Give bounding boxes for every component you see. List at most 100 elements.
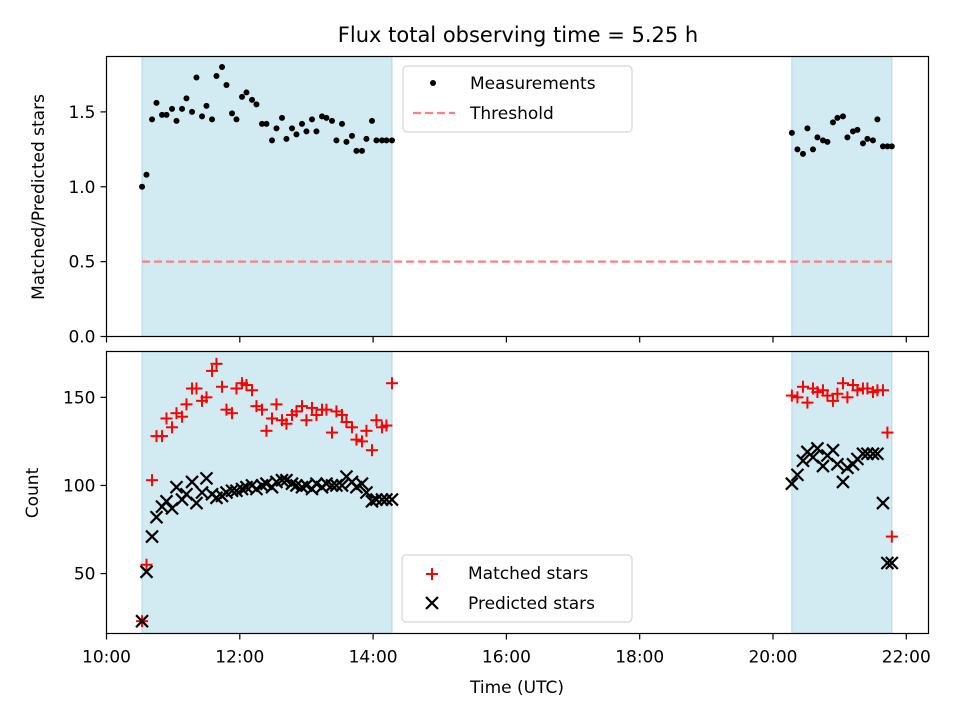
legend-measurements-label: Measurements — [470, 74, 596, 94]
matched-star-point — [290, 405, 303, 418]
measurement-point — [884, 143, 891, 150]
top-y-tick-label: 0.0 — [68, 328, 95, 348]
measurement-point — [839, 113, 846, 120]
matched-star-point — [881, 426, 894, 439]
bottom-legend-box — [401, 554, 633, 623]
matched-star-point — [216, 380, 229, 393]
bottom-panel: 50 100 150 10:00 12:00 14:00 16:00 18:00 20:00 2… — [23, 350, 931, 698]
measurement-point — [358, 147, 365, 154]
matched-star-point — [350, 433, 363, 446]
measurement-point — [809, 146, 816, 153]
predicted-star-point — [235, 482, 249, 496]
measurement-point — [183, 95, 190, 102]
bottom-x-tick-label: 22:00 — [882, 648, 931, 668]
bottom-x-tick-label: 10:00 — [82, 648, 131, 668]
measurement-point — [309, 116, 315, 123]
matched-star-point — [876, 384, 889, 397]
measurement-point — [229, 110, 236, 117]
top-y-tick-label: 1.0 — [68, 178, 95, 198]
matched-star-point — [256, 403, 269, 416]
bottom-y-tick-label: 100 — [63, 476, 95, 496]
measurement-point — [199, 113, 206, 120]
matched-star-point — [310, 408, 323, 421]
measurement-point — [253, 101, 260, 108]
matched-star-point — [190, 382, 203, 395]
predicted-star-point — [880, 556, 895, 570]
measurement-point — [788, 129, 795, 136]
matched-star-point — [841, 391, 854, 404]
measurement-point — [368, 117, 375, 124]
predicted-star-point — [816, 459, 830, 473]
predicted-star-point — [369, 492, 384, 507]
matched-star-point — [140, 558, 153, 571]
matched-star-point — [320, 403, 333, 416]
measurement-point — [239, 93, 246, 100]
matched-star-point — [821, 389, 834, 402]
measurement-point — [874, 116, 881, 123]
chart-title: Flux total observing time = 5.25 h — [338, 23, 698, 47]
measurement-point — [213, 72, 220, 79]
measurement-point — [864, 135, 871, 142]
top-x-ticks — [105, 336, 907, 343]
top-legend-box — [402, 65, 633, 133]
matched-star-point — [166, 421, 179, 434]
measurement-point — [139, 183, 146, 190]
top-shaded-spans — [141, 56, 893, 337]
measurement-point — [209, 116, 216, 123]
measurement-point — [333, 137, 340, 144]
predicted-star-point — [149, 510, 164, 524]
measurement-point — [273, 125, 280, 132]
measurement-point — [299, 120, 306, 127]
measurement-point — [879, 143, 886, 150]
matched-star-point — [365, 444, 378, 457]
measurement-point — [293, 131, 300, 138]
measurement-point — [353, 147, 360, 154]
measurement-point — [814, 134, 821, 141]
measurement-point — [794, 146, 801, 153]
predicted-star-point — [355, 476, 369, 491]
bottom-x-tick-label: 16:00 — [482, 648, 531, 668]
measurement-point — [223, 81, 230, 88]
measurement-point — [799, 150, 806, 157]
matched-star-point — [801, 396, 814, 409]
predicted-star-point — [785, 476, 799, 491]
bottom-x-tick-label: 12:00 — [215, 648, 264, 668]
top-y-tick-label: 1.5 — [68, 103, 95, 123]
measurement-point — [829, 119, 836, 126]
bottom-x-tick-label: 20:00 — [748, 648, 797, 668]
predicted-star-point — [379, 492, 394, 507]
top-plot-frame — [105, 55, 930, 338]
predicted-star-point — [856, 446, 870, 461]
matched-star-point — [176, 410, 189, 423]
measurement-point — [854, 126, 861, 133]
bottom-y-tick-label: 150 — [63, 388, 95, 408]
measurement-point — [219, 63, 226, 70]
top-legend: Measurements Threshold — [402, 65, 633, 133]
matched-star-point — [296, 400, 309, 413]
measurement-point — [824, 138, 831, 145]
measurement-point — [279, 114, 286, 121]
predicted-star-point — [836, 475, 850, 489]
predicted-star-point — [876, 496, 890, 510]
predicted-star-point — [135, 614, 149, 628]
legend-measurements-marker — [430, 80, 436, 86]
x-axis-label: Time (UTC) — [469, 678, 564, 698]
predicted-star-point — [810, 441, 825, 456]
top-y-axis-label: Matched/Predicted stars — [29, 94, 49, 300]
legend-matched-marker — [426, 568, 438, 580]
measurement-point — [243, 89, 250, 96]
matched-star-point — [851, 384, 864, 397]
matched-star-point — [380, 419, 393, 432]
matched-star-point — [200, 391, 213, 404]
legend-predicted-label: Predicted stars — [468, 594, 595, 614]
matched-star-point — [206, 364, 219, 377]
measurement-point — [383, 137, 390, 144]
predicted-star-point — [796, 453, 810, 468]
measurement-point — [289, 125, 296, 132]
measurement-point — [263, 120, 270, 127]
matched-star-point — [146, 474, 159, 487]
measurement-point — [169, 105, 176, 112]
top-y-ticks: 0.0 0.5 1.0 1.5 — [68, 103, 107, 348]
measurement-point — [303, 128, 310, 135]
predicted-star-point — [870, 446, 885, 461]
